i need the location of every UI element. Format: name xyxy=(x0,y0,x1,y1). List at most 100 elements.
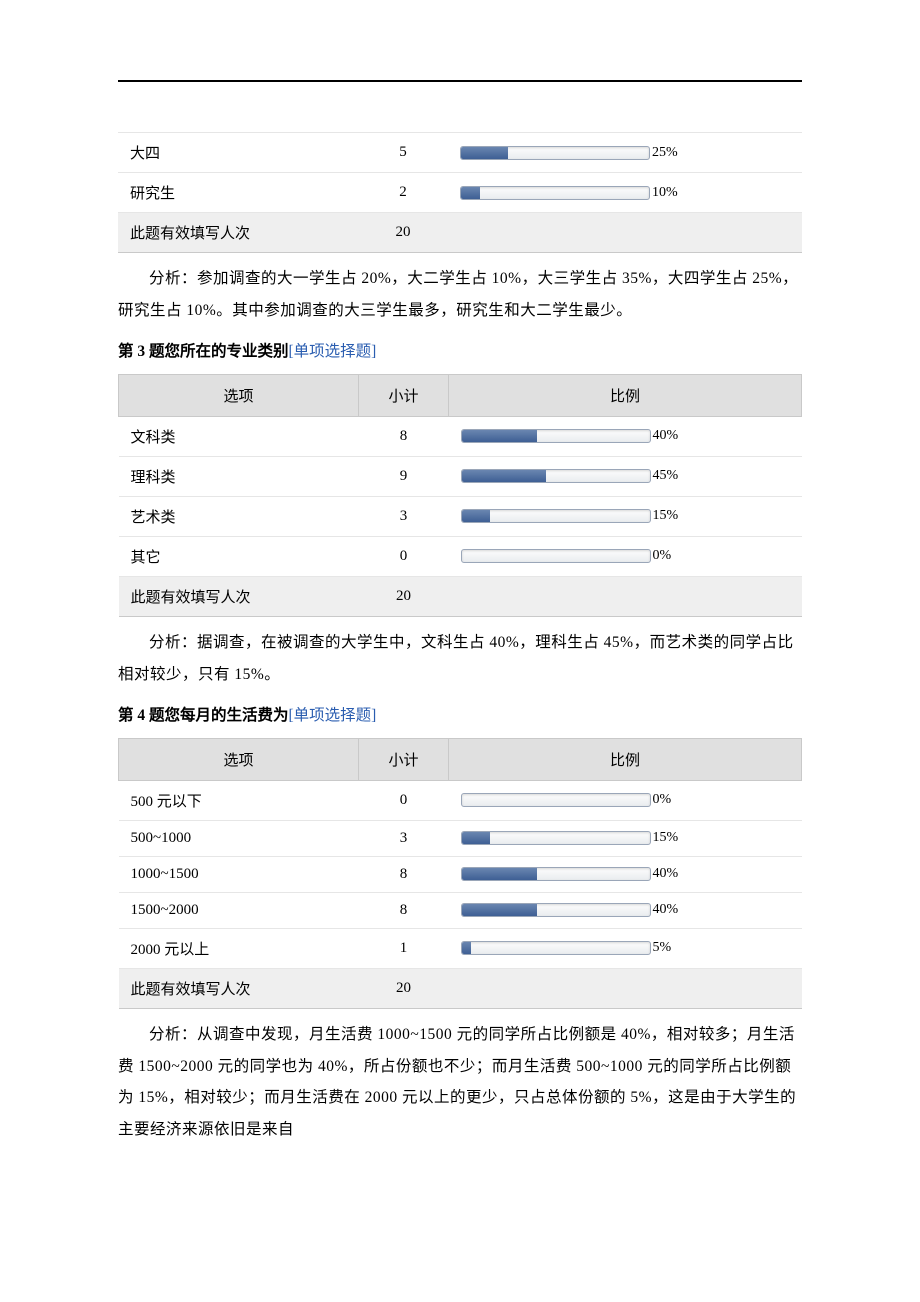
header-ratio: 比例 xyxy=(449,738,802,780)
q4-title-tag: [单项选择题] xyxy=(289,707,377,724)
bar-fill xyxy=(462,904,537,916)
table-header-row: 选项 小计 比例 xyxy=(119,374,802,416)
bar-track xyxy=(461,867,651,881)
analysis-text-2: 分析：据调查，在被调查的大学生中，文科生占 40%，理科生占 45%，而艺术类的… xyxy=(118,627,802,691)
total-row: 此题有效填写人次 20 xyxy=(119,968,802,1008)
bar-track xyxy=(461,831,651,845)
total-blank xyxy=(449,968,802,1008)
bar-percent: 0% xyxy=(653,792,672,808)
option-cell: 大四 xyxy=(118,133,358,173)
bar-track xyxy=(460,186,650,200)
table-row: 500 元以下 0 0% xyxy=(119,780,802,820)
table-row: 文科类 8 40% xyxy=(119,416,802,456)
option-cell: 500 元以下 xyxy=(119,780,359,820)
total-row: 此题有效填写人次 20 xyxy=(118,213,802,253)
table-row: 艺术类 3 15% xyxy=(119,496,802,536)
total-count: 20 xyxy=(359,576,449,616)
q3-title-bold: 第 3 题您所在的专业类别 xyxy=(118,343,289,360)
count-cell: 1 xyxy=(359,928,449,968)
count-cell: 9 xyxy=(359,456,449,496)
bar-percent: 0% xyxy=(653,548,672,564)
header-option: 选项 xyxy=(119,374,359,416)
table-row: 理科类 9 45% xyxy=(119,456,802,496)
bar-fill xyxy=(462,470,547,482)
bar-track xyxy=(461,469,651,483)
bar-percent: 15% xyxy=(653,830,679,846)
ratio-cell: 10% xyxy=(448,173,802,213)
table-row: 500~1000 3 15% xyxy=(119,820,802,856)
bar-track xyxy=(461,509,651,523)
analysis-text-1: 分析：参加调查的大一学生占 20%，大二学生占 10%，大三学生占 35%，大四… xyxy=(118,263,802,327)
total-blank xyxy=(448,213,802,253)
count-cell: 2 xyxy=(358,173,448,213)
bar-track xyxy=(461,903,651,917)
table-row: 1500~2000 8 40% xyxy=(119,892,802,928)
bar-fill xyxy=(462,832,490,844)
count-cell: 0 xyxy=(359,780,449,820)
count-cell: 0 xyxy=(359,536,449,576)
count-cell: 3 xyxy=(359,496,449,536)
header-option: 选项 xyxy=(119,738,359,780)
ratio-cell: 40% xyxy=(449,892,802,928)
header-ratio: 比例 xyxy=(449,374,802,416)
analysis-text-3: 分析：从调查中发现，月生活费 1000~1500 元的同学所占比例额是 40%，… xyxy=(118,1019,802,1146)
ratio-cell: 45% xyxy=(449,456,802,496)
grade-table: 大四 5 25% 研究生 2 10% 此题有效填写人次 20 xyxy=(118,132,802,253)
total-blank xyxy=(449,576,802,616)
bar-track xyxy=(461,549,651,563)
count-cell: 5 xyxy=(358,133,448,173)
bar-percent: 40% xyxy=(653,902,679,918)
q4-title-bold: 第 4 题您每月的生活费为 xyxy=(118,707,289,724)
table-row: 2000 元以上 1 5% xyxy=(119,928,802,968)
ratio-cell: 0% xyxy=(449,536,802,576)
table-row: 1000~1500 8 40% xyxy=(119,856,802,892)
ratio-cell: 15% xyxy=(449,496,802,536)
bar-percent: 45% xyxy=(653,468,679,484)
q3-table: 选项 小计 比例 文科类 8 40% 理科类 9 45% 艺术类 3 15% 其… xyxy=(118,374,802,617)
table-row: 其它 0 0% xyxy=(119,536,802,576)
total-label: 此题有效填写人次 xyxy=(119,968,359,1008)
table-row: 大四 5 25% xyxy=(118,133,802,173)
total-row: 此题有效填写人次 20 xyxy=(119,576,802,616)
count-cell: 8 xyxy=(359,856,449,892)
total-count: 20 xyxy=(359,968,449,1008)
total-label: 此题有效填写人次 xyxy=(118,213,358,253)
option-cell: 2000 元以上 xyxy=(119,928,359,968)
q4-title: 第 4 题您每月的生活费为[单项选择题] xyxy=(118,701,802,730)
option-cell: 1000~1500 xyxy=(119,856,359,892)
bar-track xyxy=(460,146,650,160)
bar-percent: 40% xyxy=(653,866,679,882)
option-cell: 艺术类 xyxy=(119,496,359,536)
bar-fill xyxy=(462,868,537,880)
total-count: 20 xyxy=(358,213,448,253)
count-cell: 8 xyxy=(359,416,449,456)
count-cell: 3 xyxy=(359,820,449,856)
bar-percent: 15% xyxy=(653,508,679,524)
ratio-cell: 0% xyxy=(449,780,802,820)
bar-track xyxy=(461,941,651,955)
option-cell: 500~1000 xyxy=(119,820,359,856)
ratio-cell: 15% xyxy=(449,820,802,856)
ratio-cell: 25% xyxy=(448,133,802,173)
option-cell: 理科类 xyxy=(119,456,359,496)
bar-fill xyxy=(462,430,537,442)
bar-fill xyxy=(462,510,490,522)
option-cell: 1500~2000 xyxy=(119,892,359,928)
option-cell: 其它 xyxy=(119,536,359,576)
bar-percent: 5% xyxy=(653,940,672,956)
q3-title: 第 3 题您所在的专业类别[单项选择题] xyxy=(118,337,802,366)
bar-fill xyxy=(461,187,480,199)
table-header-row: 选项 小计 比例 xyxy=(119,738,802,780)
bar-percent: 10% xyxy=(652,185,678,201)
q4-table: 选项 小计 比例 500 元以下 0 0% 500~1000 3 15% 100… xyxy=(118,738,802,1009)
ratio-cell: 40% xyxy=(449,856,802,892)
header-count: 小计 xyxy=(359,738,449,780)
bar-track xyxy=(461,429,651,443)
ratio-cell: 40% xyxy=(449,416,802,456)
q3-title-tag: [单项选择题] xyxy=(289,343,377,360)
ratio-cell: 5% xyxy=(449,928,802,968)
header-count: 小计 xyxy=(359,374,449,416)
bar-percent: 25% xyxy=(652,145,678,161)
count-cell: 8 xyxy=(359,892,449,928)
table-row: 研究生 2 10% xyxy=(118,173,802,213)
